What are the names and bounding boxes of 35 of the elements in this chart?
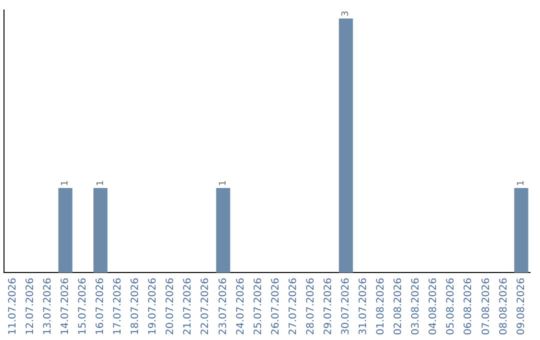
x-tick-label: 03.08.2026 bbox=[410, 278, 422, 336]
x-tick-label: 12.07.2026 bbox=[24, 278, 36, 336]
data-label: 3 bbox=[341, 10, 352, 16]
x-tick-label: 16.07.2026 bbox=[95, 278, 106, 336]
x-tick-label: 05.08.2026 bbox=[446, 278, 457, 336]
x-tick-label: 14.07.2026 bbox=[60, 278, 71, 336]
x-tick-label: 29.07.2026 bbox=[322, 278, 334, 336]
x-tick-label: 28.07.2026 bbox=[305, 278, 316, 336]
x-tick-label: 27.07.2026 bbox=[288, 278, 299, 336]
x-tick-label: 23.07.2026 bbox=[218, 278, 229, 336]
x-tick-label: 24.07.2026 bbox=[235, 278, 246, 336]
x-tick-label: 01.08.2026 bbox=[376, 278, 387, 336]
x-tick-label: 07.08.2026 bbox=[480, 278, 492, 336]
x-tick-label: 13.07.2026 bbox=[42, 278, 54, 336]
x-tick-label: 06.08.2026 bbox=[463, 278, 474, 336]
data-label: 1 bbox=[516, 180, 527, 186]
data-label: 1 bbox=[60, 180, 71, 186]
x-tick-label: 04.08.2026 bbox=[428, 278, 440, 336]
x-tick-label: 30.07.2026 bbox=[340, 278, 352, 336]
x-tick-label: 11.07.2026 bbox=[7, 278, 18, 336]
data-label: 1 bbox=[218, 180, 229, 186]
x-tick-label: 22.07.2026 bbox=[200, 278, 212, 336]
x-tick-label: 26.07.2026 bbox=[270, 278, 282, 336]
x-tick-label: 18.07.2026 bbox=[130, 278, 142, 336]
x-tick-label: 25.07.2026 bbox=[252, 278, 264, 336]
x-tick-label: 08.08.2026 bbox=[498, 278, 510, 336]
x-tick-label: 15.07.2026 bbox=[77, 278, 88, 336]
x-tick-label: 17.07.2026 bbox=[112, 278, 124, 336]
x-tick-label: 19.07.2026 bbox=[148, 278, 159, 336]
x-tick-label: 21.07.2026 bbox=[182, 278, 194, 336]
x-tick-label: 31.07.2026 bbox=[358, 278, 370, 336]
x-tick-label: 20.07.2026 bbox=[165, 278, 176, 336]
x-tick-label: 02.08.2026 bbox=[393, 278, 404, 336]
x-tick-label: 09.08.2026 bbox=[516, 278, 527, 336]
data-label: 1 bbox=[96, 180, 106, 186]
